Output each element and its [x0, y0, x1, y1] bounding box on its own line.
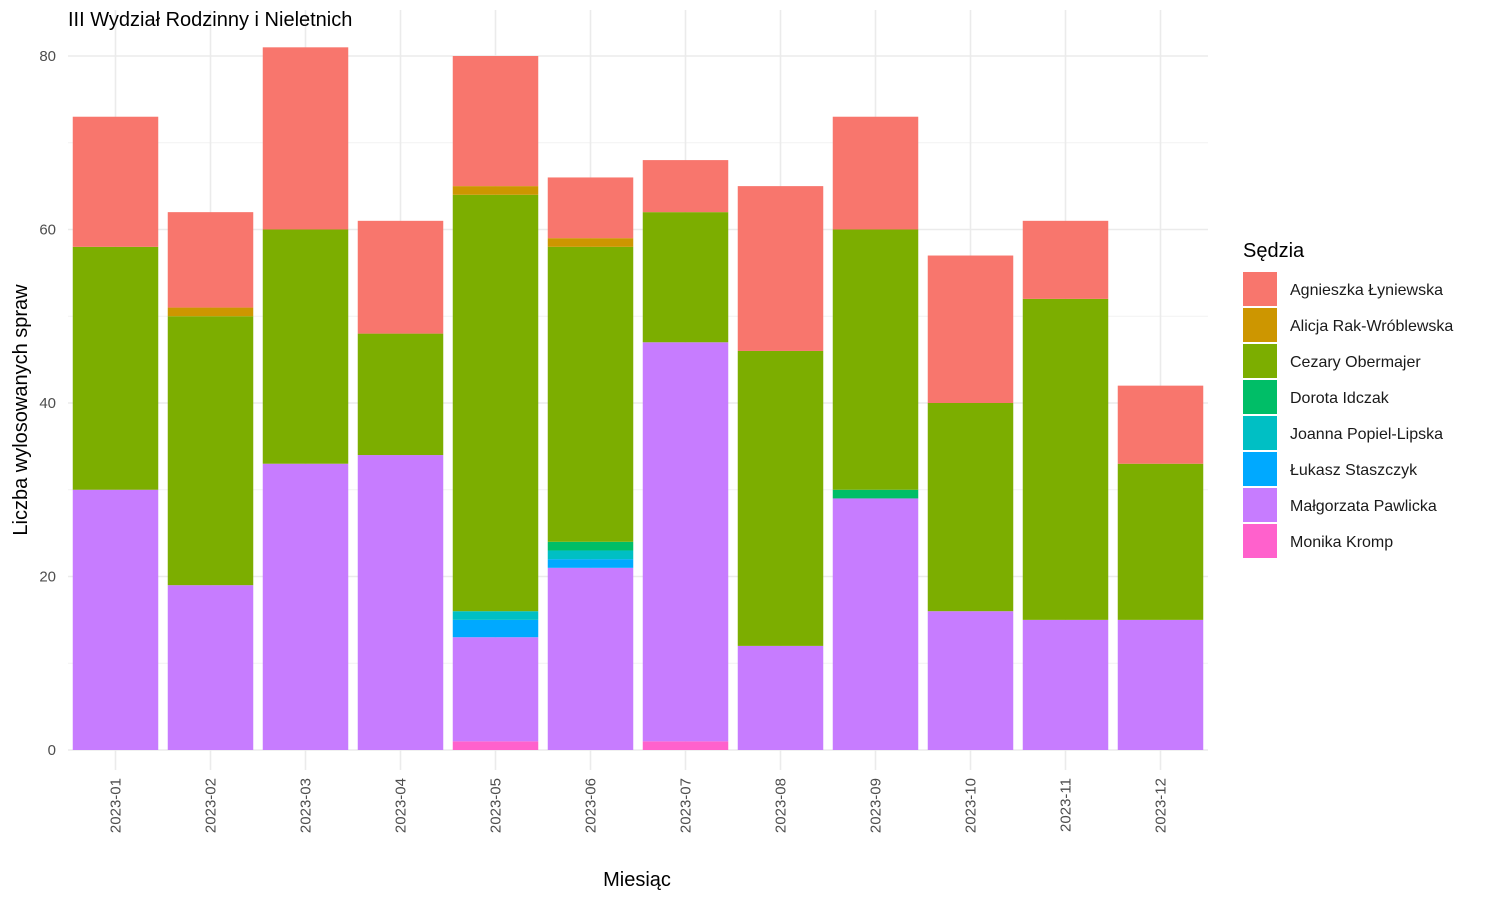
x-tick-label: 2023-10 [963, 778, 980, 833]
legend-swatch [1243, 488, 1277, 522]
legend-swatch [1243, 272, 1277, 306]
bar-segment [262, 229, 349, 464]
bar-segment [72, 489, 159, 750]
bar-segment [737, 645, 824, 750]
bar-segment [927, 403, 1014, 612]
x-tick-label: 2023-08 [773, 778, 790, 833]
bar-segment [72, 116, 159, 247]
bar-segment [452, 611, 539, 620]
bar-segment [832, 498, 919, 750]
bar-segment [262, 47, 349, 230]
legend-title: Sędzia [1243, 240, 1305, 262]
bar-segment [642, 160, 729, 213]
bar-segment [452, 194, 539, 612]
y-tick-label: 0 [48, 742, 56, 759]
legend-label: Cezary Obermajer [1290, 354, 1421, 371]
bar-segment [262, 463, 349, 750]
legend-label: Małgorzata Pawlicka [1290, 498, 1437, 515]
bar-segment [167, 316, 254, 586]
legend-swatch [1243, 344, 1277, 378]
bar-segment [1117, 619, 1204, 750]
bar-segment [357, 455, 444, 750]
chart-title: III Wydział Rodzinny i Nieletnich [68, 9, 352, 31]
bar-segment [167, 307, 254, 317]
y-axis-title: Liczba wylosowanych spraw [10, 284, 32, 536]
bar-segment [927, 611, 1014, 750]
x-axis-title: Miesiąc [603, 869, 671, 891]
bar-segment [832, 489, 919, 499]
bar-segment [547, 541, 634, 551]
bar-segment [167, 212, 254, 308]
legend-label: Łukasz Staszczyk [1290, 462, 1418, 479]
x-tick-label: 2023-01 [108, 778, 125, 833]
x-tick-label: 2023-12 [1153, 778, 1170, 833]
bar-segment [547, 550, 634, 560]
bars [72, 47, 1204, 750]
bar-segment [1022, 220, 1109, 299]
bar-segment [452, 619, 539, 638]
bar-segment [167, 585, 254, 750]
y-tick-label: 40 [39, 395, 56, 412]
bar-segment [642, 741, 729, 750]
bar-segment [1117, 463, 1204, 620]
bar-segment [547, 559, 634, 568]
legend-swatch [1243, 416, 1277, 450]
legend-label: Dorota Idczak [1290, 390, 1390, 407]
bar-segment [452, 186, 539, 195]
legend-label: Agnieszka Łyniewska [1290, 282, 1443, 299]
legend-swatch [1243, 524, 1277, 558]
x-tick-label: 2023-06 [583, 778, 600, 833]
bar-segment [547, 567, 634, 750]
x-tick-label: 2023-09 [868, 778, 885, 833]
bar-segment [737, 186, 824, 351]
y-axis-ticks: 0 20 40 60 80 [39, 48, 56, 759]
x-tick-label: 2023-05 [488, 778, 505, 833]
bar-segment [452, 56, 539, 187]
bar-segment [357, 333, 444, 456]
legend-label: Monika Kromp [1290, 534, 1393, 551]
bar-segment [452, 637, 539, 742]
legend-swatch [1243, 452, 1277, 486]
bar-segment [642, 342, 729, 742]
x-tick-label: 2023-11 [1058, 778, 1075, 832]
legend-label: Alicja Rak-Wróblewska [1290, 318, 1453, 335]
x-tick-label: 2023-07 [678, 778, 695, 833]
legend-swatch [1243, 308, 1277, 342]
bar-segment [642, 212, 729, 343]
bar-segment [832, 116, 919, 230]
y-tick-label: 80 [39, 48, 56, 65]
y-tick-label: 20 [39, 569, 56, 586]
bar-segment [927, 255, 1014, 403]
bar-segment [1117, 385, 1204, 464]
bar-segment [72, 246, 159, 490]
bar-segment [357, 220, 444, 334]
x-axis-ticks: 2023-01 2023-02 2023-03 2023-04 2023-05 2023-… [108, 778, 1170, 833]
legend-swatch [1243, 380, 1277, 414]
bar-segment [452, 741, 539, 750]
bar-segment [1022, 298, 1109, 620]
bar-segment [832, 229, 919, 490]
x-tick-label: 2023-03 [298, 778, 315, 833]
bar-segment [737, 350, 824, 646]
x-tick-label: 2023-02 [203, 778, 220, 833]
legend-label: Joanna Popiel-Lipska [1290, 426, 1443, 443]
legend: Sędzia Agnieszka Łyniewska Alicja Rak-Wró… [1243, 240, 1453, 558]
bar-segment [547, 238, 634, 247]
bar-segment [547, 177, 634, 239]
x-tick-label: 2023-04 [393, 778, 410, 833]
bar-segment [547, 246, 634, 542]
bar-segment [1022, 619, 1109, 750]
y-tick-label: 60 [39, 222, 56, 239]
